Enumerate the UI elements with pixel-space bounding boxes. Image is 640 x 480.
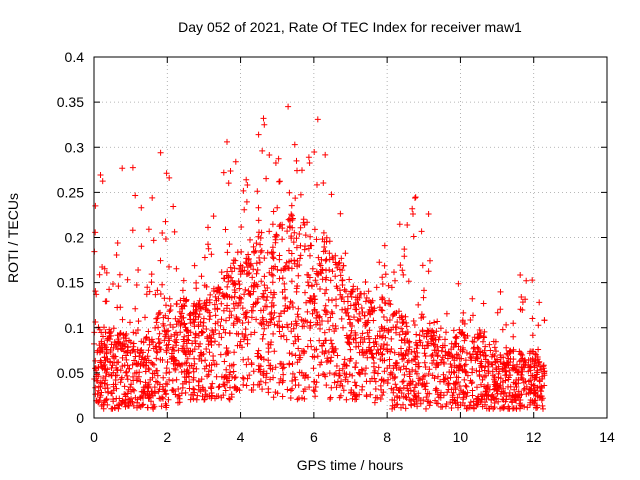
- data-point-markers: [91, 121, 545, 412]
- y-tick-label: 0.2: [65, 230, 85, 246]
- x-tick-label: 14: [599, 429, 615, 445]
- x-tick-label: 6: [310, 429, 318, 445]
- y-axis-ticks: 0 0.05 0.1 0.15 0.2 0.25 0.3 0.35 0.4: [57, 49, 607, 426]
- data-point-markers: [92, 103, 548, 412]
- y-tick-label: 0.05: [57, 365, 84, 381]
- x-axis-label: GPS time / hours: [297, 457, 404, 473]
- y-tick-label: 0.4: [65, 49, 85, 65]
- y-tick-label: 0.35: [57, 94, 84, 110]
- y-tick-label: 0.15: [57, 275, 84, 291]
- y-tick-label: 0.3: [65, 139, 85, 155]
- y-tick-label: 0: [76, 410, 84, 426]
- x-tick-label: 4: [237, 429, 245, 445]
- grid-lines: [94, 57, 607, 418]
- y-tick-label: 0.1: [65, 320, 85, 336]
- x-tick-label: 12: [526, 429, 542, 445]
- y-axis-label: ROTI / TECUs: [5, 193, 21, 283]
- chart-title: Day 052 of 2021, Rate Of TEC Index for r…: [178, 19, 522, 35]
- x-tick-label: 10: [453, 429, 469, 445]
- y-tick-label: 0.25: [57, 184, 84, 200]
- data-points: [91, 103, 548, 412]
- x-tick-label: 0: [90, 429, 98, 445]
- x-tick-label: 8: [383, 429, 391, 445]
- data-point-markers: [95, 116, 548, 412]
- x-tick-label: 2: [163, 429, 171, 445]
- x-axis-ticks: 0 2 4 6 8 10 12 14: [90, 57, 615, 445]
